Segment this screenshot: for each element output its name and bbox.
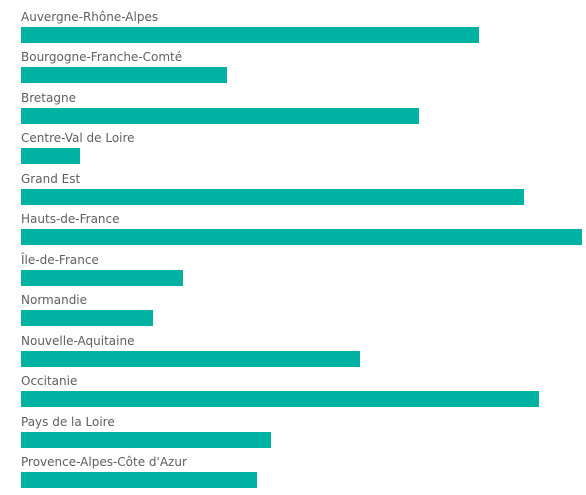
bar-row: Hauts-de-France	[21, 212, 586, 252]
bar-label: Auvergne-Rhône-Alpes	[21, 10, 159, 24]
bar	[21, 471, 257, 488]
bar-row: Normandie	[21, 293, 586, 333]
bar	[21, 391, 539, 408]
bar-label: Bretagne	[21, 90, 76, 105]
bar-row: Pays de la Loire	[21, 415, 586, 455]
bar-row: Centre-Val de Loire	[21, 131, 586, 171]
bar-label: Pays de la Loire	[21, 414, 115, 429]
bar	[21, 188, 524, 205]
bar	[21, 269, 183, 286]
bar-row: Île-de-France	[21, 253, 586, 293]
bar-label: Île-de-France	[21, 252, 99, 267]
bar-label: Bourgogne-Franche-Comté	[21, 50, 183, 65]
bar-row: Nouvelle-Aquitaine	[21, 334, 586, 374]
bar-row: Occitanie	[21, 374, 586, 414]
bar-label: Provence-Alpes-Côte d'Azur	[21, 454, 187, 469]
bar-row: Provence-Alpes-Côte d'Azur	[21, 455, 586, 495]
bar	[21, 107, 420, 124]
bar-row: Bourgogne-Franche-Comté	[21, 50, 586, 90]
bar-row: Auvergne-Rhône-Alpes	[21, 10, 586, 50]
bar	[21, 310, 153, 327]
bar-label: Occitanie	[21, 374, 78, 389]
bar	[21, 67, 228, 84]
bar-label: Nouvelle-Aquitaine	[21, 333, 135, 348]
bar	[21, 431, 272, 448]
bar	[21, 350, 361, 367]
bar-row: Grand Est	[21, 172, 586, 212]
bar-label: Hauts-de-France	[21, 212, 120, 227]
bar-label: Normandie	[21, 293, 88, 308]
bar-label: Centre-Val de Loire	[21, 131, 135, 146]
bar	[21, 229, 582, 246]
bar-row: Bretagne	[21, 91, 586, 131]
bar	[21, 27, 479, 43]
bar-label: Grand Est	[21, 171, 81, 186]
bar	[21, 148, 80, 165]
